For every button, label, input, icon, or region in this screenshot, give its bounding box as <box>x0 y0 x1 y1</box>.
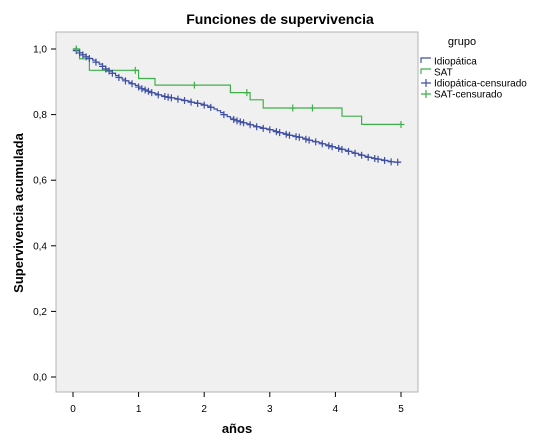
censor-mark <box>325 142 333 150</box>
censor-mark <box>233 117 241 125</box>
series-line-sat <box>73 48 401 125</box>
y-tick-label: 0,4 <box>33 241 47 252</box>
censor-mark <box>259 124 267 132</box>
y-axis: 0,0 0,2 0,4 0,6 0,8 1,0 <box>33 45 56 384</box>
legend-entry: SAT <box>420 68 453 79</box>
y-axis-label: Supervivencia acumulada <box>11 132 26 292</box>
censor-mark <box>82 53 90 61</box>
censor-mark <box>302 135 310 143</box>
y-tick-label: 0,8 <box>33 110 47 121</box>
censor-mark <box>236 118 244 126</box>
legend-swatch <box>420 57 431 63</box>
censor-mark <box>318 140 326 148</box>
legend-title: grupo <box>448 36 476 48</box>
censor-mark <box>387 158 395 166</box>
censor-mark <box>207 103 215 111</box>
legend-label: SAT-censurado <box>434 90 503 101</box>
censor-mark <box>121 77 129 85</box>
censor-mark <box>230 116 238 124</box>
censor-mark <box>92 58 100 66</box>
x-tick-label: 5 <box>398 404 404 415</box>
x-tick-label: 2 <box>201 404 207 415</box>
censor-mark <box>246 121 254 129</box>
legend-entry: SAT-censurado <box>421 90 503 101</box>
censor-mark <box>115 74 123 82</box>
censor-marks-idiop-tica <box>72 47 402 166</box>
censor-mark <box>295 133 303 141</box>
censor-mark <box>138 85 146 93</box>
censor-mark <box>108 69 116 77</box>
censor-mark <box>276 129 284 137</box>
censor-mark <box>141 86 149 94</box>
censor-mark <box>135 83 143 91</box>
x-tick-label: 4 <box>333 404 339 415</box>
censor-mark <box>394 158 402 166</box>
censor-mark <box>328 143 336 151</box>
censor-mark <box>243 89 251 97</box>
censor-mark <box>371 155 379 163</box>
y-tick-label: 1,0 <box>33 45 47 56</box>
legend: grupo IdiopáticaSATIdiopática-censuradoS… <box>420 36 527 101</box>
legend-label: SAT <box>434 68 453 79</box>
censor-mark <box>154 91 162 99</box>
y-tick-label: 0,2 <box>33 307 47 318</box>
legend-swatch <box>420 68 431 74</box>
censor-mark <box>164 93 172 101</box>
censor-mark <box>351 149 359 157</box>
x-tick-label: 1 <box>136 404 142 415</box>
censor-mark <box>144 87 152 95</box>
censor-marks-sat <box>72 45 405 128</box>
censor-mark <box>220 111 228 119</box>
legend-swatch <box>421 79 431 87</box>
censor-mark <box>181 96 189 104</box>
censor-mark <box>285 131 293 139</box>
legend-label: Idiopática <box>434 57 477 68</box>
censor-mark <box>374 155 382 163</box>
censor-mark <box>364 153 372 161</box>
censor-mark <box>308 104 316 112</box>
y-tick-label: 0,6 <box>33 176 47 187</box>
censor-mark <box>72 45 80 53</box>
censor-mark <box>305 136 313 144</box>
censor-mark <box>381 157 389 165</box>
censor-mark <box>85 55 93 63</box>
censor-mark <box>187 98 195 106</box>
censor-mark <box>167 94 175 102</box>
censor-mark <box>289 104 297 112</box>
censor-mark <box>282 130 290 138</box>
x-axis-label: años <box>222 421 252 436</box>
series-layer <box>72 45 405 166</box>
censor-mark <box>272 128 280 136</box>
censor-mark <box>240 119 248 127</box>
censor-mark <box>161 93 169 101</box>
censor-mark <box>194 99 202 107</box>
censor-mark <box>292 133 300 141</box>
legend-entry: Idiopática <box>420 57 477 68</box>
legend-label: Idiopática-censurado <box>434 79 527 90</box>
censor-mark <box>266 126 274 134</box>
censor-mark <box>335 144 343 152</box>
censor-mark <box>253 123 261 131</box>
y-tick-label: 0,0 <box>33 373 47 384</box>
plot-area <box>55 31 419 393</box>
censor-mark <box>338 145 346 153</box>
x-tick-label: 0 <box>70 404 76 415</box>
censor-mark <box>397 120 405 128</box>
x-axis: 0 1 2 3 4 5 <box>70 392 404 415</box>
censor-mark <box>345 147 353 155</box>
censor-mark <box>358 151 366 159</box>
censor-mark <box>190 81 198 89</box>
censor-mark <box>128 80 136 88</box>
censor-mark <box>200 101 208 109</box>
censor-mark <box>312 138 320 146</box>
chart-title: Funciones de supervivencia <box>186 11 374 27</box>
x-tick-label: 3 <box>267 404 273 415</box>
legend-swatch <box>421 90 431 98</box>
censor-mark <box>174 95 182 103</box>
censor-mark <box>131 66 139 74</box>
censor-mark <box>148 89 156 97</box>
legend-entry: Idiopática-censurado <box>421 79 527 90</box>
